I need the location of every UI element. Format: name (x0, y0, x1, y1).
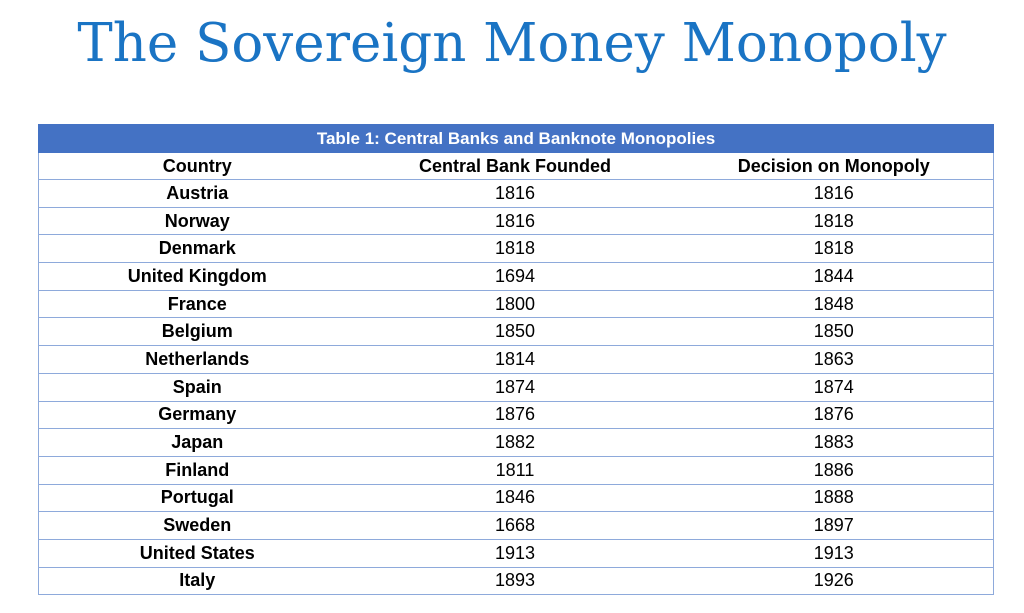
table-row: Portugal 1846 1888 (38, 484, 994, 513)
monopoly-cell: 1850 (674, 317, 994, 347)
table-caption-row: Table 1: Central Banks and Banknote Mono… (37, 124, 995, 153)
country-cell: Austria (38, 179, 356, 208)
table-body: Austria 1816 1816 Norway 1816 1818 Denma… (38, 179, 994, 596)
monopoly-cell: 1888 (674, 484, 994, 513)
table-row: Austria 1816 1816 (38, 179, 994, 208)
table-header-row: Country Central Bank Founded Decision on… (38, 152, 994, 180)
table-row: Sweden 1668 1897 (38, 511, 994, 540)
monopoly-cell: 1897 (674, 511, 994, 540)
founded-cell: 1816 (355, 179, 675, 208)
monopoly-cell: 1874 (674, 373, 994, 402)
country-cell: Norway (38, 207, 356, 236)
page-title: The Sovereign Money Monopoly (77, 13, 947, 74)
founded-cell: 1818 (355, 234, 675, 264)
header-central-bank-founded: Central Bank Founded (355, 152, 675, 180)
country-cell: Germany (38, 401, 356, 430)
table-row: Netherlands 1814 1863 (38, 345, 994, 374)
central-banks-table: Table 1: Central Banks and Banknote Mono… (37, 124, 995, 596)
table-row: France 1800 1848 (38, 290, 994, 319)
country-cell: Sweden (38, 511, 356, 540)
table-row: Spain 1874 1874 (38, 373, 994, 402)
table-row: Finland 1811 1886 (38, 456, 994, 485)
founded-cell: 1816 (355, 207, 675, 236)
country-cell: United Kingdom (38, 262, 356, 291)
country-cell: Finland (38, 456, 356, 485)
header-country: Country (38, 152, 356, 180)
monopoly-cell: 1913 (674, 539, 994, 568)
table-row: United Kingdom 1694 1844 (38, 262, 994, 291)
monopoly-cell: 1844 (674, 262, 994, 291)
monopoly-cell: 1886 (674, 456, 994, 485)
country-cell: United States (38, 539, 356, 568)
monopoly-cell: 1863 (674, 345, 994, 374)
table-row: Italy 1893 1926 (38, 567, 994, 596)
founded-cell: 1811 (355, 456, 675, 485)
table-row: United States 1913 1913 (38, 539, 994, 568)
founded-cell: 1668 (355, 511, 675, 540)
country-cell: Spain (38, 373, 356, 402)
table-row: Japan 1882 1883 (38, 428, 994, 457)
table-row: Denmark 1818 1818 (38, 234, 994, 264)
table-row: Belgium 1850 1850 (38, 317, 994, 347)
country-cell: Italy (38, 567, 356, 596)
founded-cell: 1876 (355, 401, 675, 430)
monopoly-cell: 1818 (674, 207, 994, 236)
founded-cell: 1694 (355, 262, 675, 291)
table-caption: Table 1: Central Banks and Banknote Mono… (37, 124, 995, 153)
founded-cell: 1893 (355, 567, 675, 596)
header-decision-on-monopoly: Decision on Monopoly (674, 152, 994, 180)
founded-cell: 1874 (355, 373, 675, 402)
monopoly-cell: 1848 (674, 290, 994, 319)
founded-cell: 1850 (355, 317, 675, 347)
country-cell: France (38, 290, 356, 319)
monopoly-cell: 1816 (674, 179, 994, 208)
country-cell: Netherlands (38, 345, 356, 374)
country-cell: Denmark (38, 234, 356, 264)
country-cell: Portugal (38, 484, 356, 513)
founded-cell: 1882 (355, 428, 675, 457)
monopoly-cell: 1818 (674, 234, 994, 264)
monopoly-cell: 1926 (674, 567, 994, 596)
founded-cell: 1913 (355, 539, 675, 568)
founded-cell: 1800 (355, 290, 675, 319)
table-container: Table 1: Central Banks and Banknote Mono… (37, 124, 995, 596)
monopoly-cell: 1883 (674, 428, 994, 457)
founded-cell: 1814 (355, 345, 675, 374)
table-row: Germany 1876 1876 (38, 401, 994, 430)
table-row: Norway 1816 1818 (38, 207, 994, 236)
country-cell: Belgium (38, 317, 356, 347)
founded-cell: 1846 (355, 484, 675, 513)
monopoly-cell: 1876 (674, 401, 994, 430)
country-cell: Japan (38, 428, 356, 457)
